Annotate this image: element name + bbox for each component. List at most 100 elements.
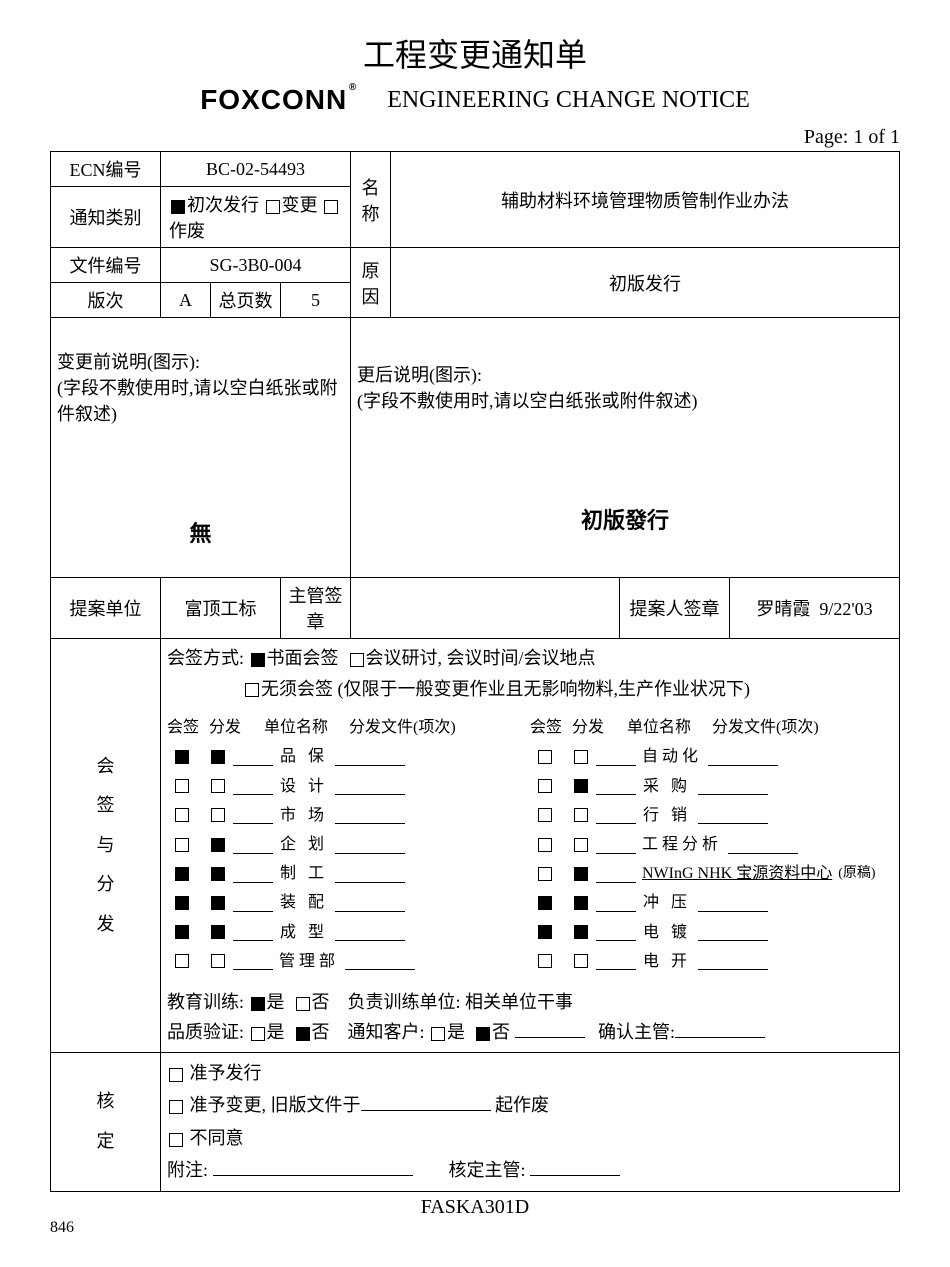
proposer-sign-value: 罗晴霞 9/22'03 — [730, 578, 900, 639]
dept-name: 企 划 — [279, 831, 329, 858]
dept-name: 行 销 — [642, 802, 692, 829]
after-description: 更后说明(图示): (字段不敷使用时,请以空白纸张或附件叙述) 初版發行 — [351, 318, 900, 578]
dept-name: 成 型 — [279, 919, 329, 946]
checkbox-change — [266, 200, 280, 214]
checkbox-quality-no — [296, 1027, 310, 1041]
checkbox-dist — [574, 954, 588, 968]
dept-name: NWInG NHK 宝源资料中心 — [642, 860, 832, 887]
dept-name: 管理部 — [279, 948, 339, 975]
checkbox-training-yes — [251, 997, 265, 1011]
checkbox-sign — [538, 896, 552, 910]
foxconn-logo: FOXCONN — [200, 84, 347, 116]
title-chinese: 工程变更通知单 — [50, 30, 900, 76]
checkbox-sign — [175, 925, 189, 939]
mgr-sign-value — [351, 578, 620, 639]
checkbox-dist — [211, 838, 225, 852]
dept-row: NWInG NHK 宝源资料中心 (原稿) — [530, 860, 893, 887]
checkbox-sign — [175, 779, 189, 793]
doc-no-value: SG-3B0-004 — [161, 248, 351, 283]
checkbox-dist — [211, 808, 225, 822]
checkbox-dist — [574, 867, 588, 881]
notice-type-label: 通知类别 — [51, 187, 161, 248]
checkbox-dist — [574, 808, 588, 822]
proposer-unit-label: 提案单位 — [51, 578, 161, 639]
dept-name: 品 保 — [279, 743, 329, 770]
checkbox-sign — [175, 867, 189, 881]
before-description: 变更前说明(图示): (字段不敷使用时,请以空白纸张或附件叙述) 無 — [51, 318, 351, 578]
total-pages-label: 总页数 — [211, 283, 281, 318]
name-label: 名称 — [351, 152, 391, 248]
ecn-no-value: BC-02-54493 — [161, 152, 351, 187]
checkbox-sign — [538, 867, 552, 881]
notice-type-options: 初次发行 变更 作废 — [161, 187, 351, 248]
checkbox-sign — [538, 925, 552, 939]
reason-value: 初版发行 — [391, 248, 900, 318]
checkbox-meeting — [350, 653, 364, 667]
dept-name: 设 计 — [279, 773, 329, 800]
checkbox-written-sign — [251, 653, 265, 667]
checkbox-sign — [175, 808, 189, 822]
dept-row: 装 配 — [167, 889, 530, 916]
checkbox-sign — [538, 954, 552, 968]
checkbox-sign — [175, 896, 189, 910]
dept-row: 工程分析 — [530, 831, 893, 858]
ecn-form-table: ECN编号 BC-02-54493 名称 辅助材料环境管理物质管制作业办法 通知… — [50, 151, 900, 1192]
checkbox-sign — [538, 838, 552, 852]
dept-row: 冲 压 — [530, 889, 893, 916]
checkbox-dist — [211, 925, 225, 939]
dept-row: 电 开 — [530, 948, 893, 975]
approval-section: 准予发行 准予变更, 旧版文件于 起作废 不同意 附注: 核定主管: — [161, 1053, 900, 1192]
checkbox-sign — [175, 838, 189, 852]
form-code: FASKA301D — [50, 1196, 900, 1219]
reason-label: 原因 — [351, 248, 391, 318]
dept-name: 采 购 — [642, 773, 692, 800]
rev-label: 版次 — [51, 283, 161, 318]
total-pages-value: 5 — [281, 283, 351, 318]
checkbox-dist — [211, 954, 225, 968]
checkbox-dist — [211, 779, 225, 793]
page-number: Page: 1 of 1 — [50, 126, 900, 149]
checkbox-dist — [574, 779, 588, 793]
dept-row: 采 购 — [530, 773, 893, 800]
approval-section-label: 核定 — [51, 1053, 161, 1192]
checkbox-obsolete — [324, 200, 338, 214]
checkbox-sign — [538, 779, 552, 793]
checkbox-dist — [574, 925, 588, 939]
dept-row: 市 场 — [167, 802, 530, 829]
proposer-sign-label: 提案人签章 — [620, 578, 730, 639]
dept-row: 成 型 — [167, 919, 530, 946]
checkbox-quality-yes — [251, 1027, 265, 1041]
checkbox-dist — [574, 750, 588, 764]
checkbox-dist — [211, 896, 225, 910]
checkbox-notify-no — [476, 1027, 490, 1041]
checkbox-initial-issue — [171, 200, 185, 214]
checkbox-sign — [175, 954, 189, 968]
dept-name: 制 工 — [279, 860, 329, 887]
checkbox-sign — [175, 750, 189, 764]
dept-row: 电 镀 — [530, 919, 893, 946]
doc-no-label: 文件编号 — [51, 248, 161, 283]
dept-row: 管理部 — [167, 948, 530, 975]
dept-name: 工程分析 — [642, 831, 722, 858]
dept-name: 装 配 — [279, 889, 329, 916]
checkbox-dist — [574, 838, 588, 852]
dept-name: 市 场 — [279, 802, 329, 829]
name-value: 辅助材料环境管理物质管制作业办法 — [391, 152, 900, 248]
checkbox-approve-change — [169, 1100, 183, 1114]
dept-row: 设 计 — [167, 773, 530, 800]
ecn-no-label: ECN编号 — [51, 152, 161, 187]
dept-name: 自动化 — [642, 743, 702, 770]
dept-row: 制 工 — [167, 860, 530, 887]
checkbox-no-sign — [245, 683, 259, 697]
mgr-sign-label: 主管签章 — [281, 578, 351, 639]
signoff-section: 会签方式: 书面会签 会议研讨, 会议时间/会议地点 无须会签 (仅限于一般变更… — [161, 639, 900, 1053]
dept-name: 电 镀 — [642, 919, 692, 946]
dept-row: 自动化 — [530, 743, 893, 770]
dept-row: 行 销 — [530, 802, 893, 829]
proposer-unit-value: 富顶工标 — [161, 578, 281, 639]
dept-name: 电 开 — [642, 948, 692, 975]
dept-row: 企 划 — [167, 831, 530, 858]
dept-row: 品 保 — [167, 743, 530, 770]
title-english: ENGINEERING CHANGE NOTICE — [387, 87, 750, 114]
signoff-section-label: 会签与分发 — [51, 639, 161, 1053]
